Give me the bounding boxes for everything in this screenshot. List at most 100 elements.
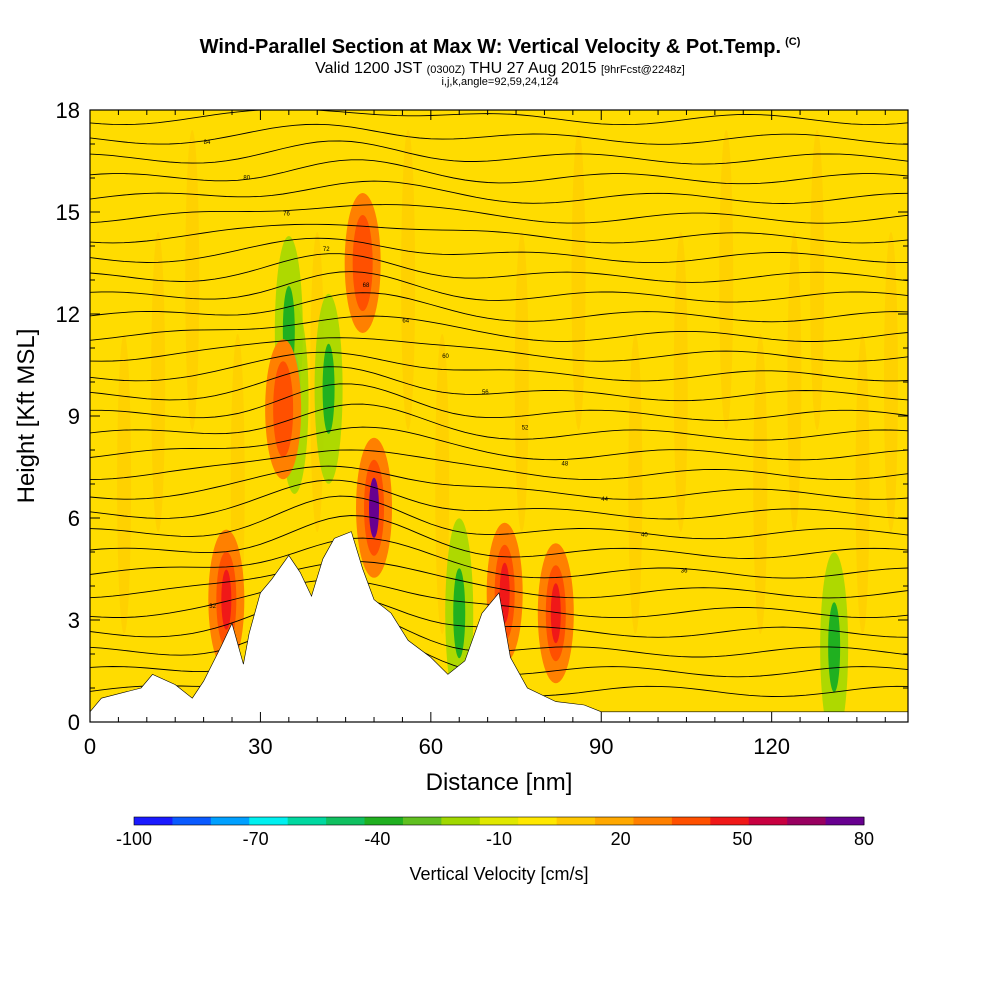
isentrope-line <box>90 426 908 461</box>
velocity-streak <box>514 232 529 532</box>
x-tick-label: 90 <box>589 734 613 759</box>
colorbar-tick-label: 20 <box>611 829 631 849</box>
terrain-mask <box>90 531 908 722</box>
forecast-info: [9hrFcst@2248z] <box>600 64 685 76</box>
isentrope-label: 84 <box>204 140 211 146</box>
colorbar-swatch <box>556 817 596 825</box>
isentrope-label: 68 <box>363 283 370 289</box>
colorbar-frame <box>133 816 865 826</box>
isentrope-line <box>90 337 908 362</box>
colorbar-swatch <box>710 817 750 825</box>
velocity-streak <box>571 130 586 430</box>
isentrope-line <box>90 495 908 540</box>
colorbar-swatch <box>518 817 558 825</box>
updraft-core <box>357 233 368 293</box>
isentrope-line <box>90 237 908 264</box>
isentrope-line <box>90 180 908 204</box>
x-tick-label: 30 <box>248 734 272 759</box>
chart-title-text: Wind-Parallel Section at Max W: Vertical… <box>199 36 782 58</box>
isentrope-line <box>90 479 908 520</box>
velocity-streak <box>719 130 734 430</box>
y-tick-label: 9 <box>68 404 80 429</box>
x-axis-label: Distance [nm] <box>426 769 573 796</box>
colorbar-swatch <box>249 817 289 825</box>
colorbar-swatch <box>633 817 673 825</box>
colorbar-tick-label: -40 <box>364 829 390 849</box>
isentrope-line <box>90 253 908 283</box>
isentrope-label: 64 <box>402 319 409 325</box>
y-axis-label: Height [Kft MSL] <box>13 329 40 504</box>
isentrope-line <box>90 315 908 342</box>
valid-time-line: Valid 1200 JST (0300Z) THU 27 Aug 2015 [… <box>0 60 1000 78</box>
valid-prefix: Valid 1200 JST <box>315 60 423 77</box>
y-tick-label: 12 <box>56 302 80 327</box>
colorbar-swatch <box>671 817 711 825</box>
colorbar-swatch <box>787 817 827 825</box>
isentrope-line <box>90 449 908 481</box>
isentrope-line <box>90 403 908 441</box>
isentrope-label: 44 <box>601 497 608 503</box>
downdraft-core <box>453 568 466 659</box>
isentrope-line <box>90 465 908 500</box>
colorbar-swatch <box>402 817 442 825</box>
colorbar-swatch <box>287 817 327 825</box>
colorbar-swatch <box>825 817 865 825</box>
isentrope-label: 80 <box>243 176 250 182</box>
updraft-core <box>221 569 232 630</box>
velocity-streak <box>883 232 898 532</box>
isentrope-line <box>90 561 908 599</box>
colorbar-swatch <box>210 817 250 825</box>
isentrope-line <box>90 271 908 303</box>
colorbar-swatch <box>326 817 366 825</box>
isentrope-line <box>90 140 908 165</box>
valid-utc: (0300Z) <box>426 64 466 76</box>
colorbar-tick-label: -100 <box>116 829 152 849</box>
velocity-streak <box>673 232 688 532</box>
colorbar-label: Vertical Velocity [cm/s] <box>409 864 588 884</box>
isentrope-label: 56 <box>482 390 489 396</box>
velocity-streak <box>628 334 643 634</box>
chart-title: Wind-Parallel Section at Max W: Vertical… <box>0 36 1000 59</box>
isentrope-line <box>90 366 908 402</box>
y-tick-label: 6 <box>68 506 80 531</box>
velocity-streak <box>117 334 132 634</box>
velocity-streak <box>855 334 870 634</box>
velocity-streak <box>151 232 166 532</box>
updraft-core <box>278 379 289 440</box>
isentrope-line <box>90 383 908 421</box>
colorbar-swatch <box>595 817 634 825</box>
updraft-core <box>499 562 510 623</box>
colorbar-tick-label: -70 <box>243 829 269 849</box>
x-tick-label: 60 <box>419 734 443 759</box>
x-tick-label: 120 <box>753 734 790 759</box>
colorbar-swatch <box>172 817 212 825</box>
isentrope-label: 48 <box>561 461 568 467</box>
velocity-streak <box>787 232 802 532</box>
downdraft-core <box>322 343 335 434</box>
colorbar-swatch <box>748 817 788 825</box>
isentrope-label: 40 <box>641 533 648 539</box>
colorbar-swatch <box>441 817 481 825</box>
isentrope-line <box>90 292 908 323</box>
isentrope-label: 76 <box>283 211 290 217</box>
colorbar-swatch <box>134 817 173 825</box>
updraft-core <box>369 477 380 538</box>
colorbar-tick-label: 80 <box>854 829 874 849</box>
colorbar-swatch <box>479 817 519 825</box>
isentrope-line <box>90 515 908 559</box>
isentrope-label: 52 <box>522 426 529 432</box>
colorbar-tick-label: -10 <box>486 829 512 849</box>
isentrope-line <box>90 123 908 145</box>
isentrope-label: 60 <box>442 354 449 360</box>
colorbar-tick-label: 50 <box>732 829 752 849</box>
isentrope-label: 72 <box>323 247 330 253</box>
isentrope-line <box>90 351 908 382</box>
y-tick-label: 3 <box>68 608 80 633</box>
velocity-streak <box>753 334 768 634</box>
isentrope-label: 32 <box>209 604 216 610</box>
x-tick-label: 0 <box>84 734 96 759</box>
isentrope-line <box>90 537 908 579</box>
isentrope-line <box>90 159 908 185</box>
velocity-streak <box>185 130 200 430</box>
